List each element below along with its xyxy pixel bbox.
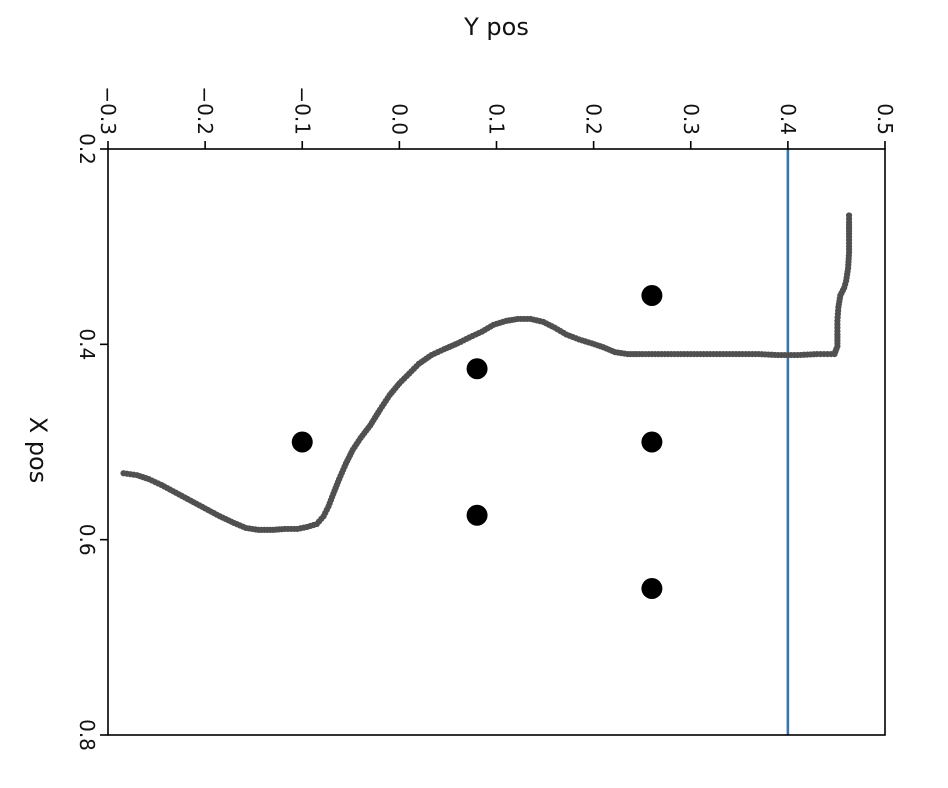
y-tick-label: 0.4 (75, 328, 99, 360)
plot-area-frame (107, 148, 886, 736)
x-tick-label: −0.3 (96, 86, 120, 135)
trajectory-series (120, 212, 853, 534)
y-tick-label: 0.2 (75, 133, 99, 165)
target-point (466, 504, 488, 526)
x-tick-label: 0.2 (582, 103, 606, 135)
x-tick-label: −0.1 (290, 86, 314, 135)
target-point (641, 285, 663, 306)
x-axis-title: Y pos (463, 13, 529, 41)
x-tick-label: 0.1 (485, 103, 509, 135)
x-tick-label: 0.4 (776, 103, 800, 135)
y-tick-label: 0.6 (75, 524, 99, 556)
y-axis-title: X pos (24, 417, 52, 484)
target-point (641, 431, 663, 453)
target-points-series (291, 285, 663, 599)
x-tick-label: 0.5 (873, 103, 897, 135)
y-axis-ticks: 0.2 0.4 0.6 0.8 (75, 133, 108, 751)
y-tick-label: 0.8 (75, 719, 99, 751)
target-point (641, 578, 663, 599)
x-axis-ticks: −0.3 −0.2 −0.1 0.0 0.1 0.2 0.3 0.4 0.5 (96, 86, 897, 149)
x-tick-label: 0.3 (679, 103, 703, 135)
trajectory-point (845, 212, 853, 219)
x-tick-label: −0.2 (193, 86, 217, 135)
target-point (291, 431, 313, 453)
x-tick-label: 0.0 (387, 103, 411, 135)
target-point (466, 358, 488, 380)
